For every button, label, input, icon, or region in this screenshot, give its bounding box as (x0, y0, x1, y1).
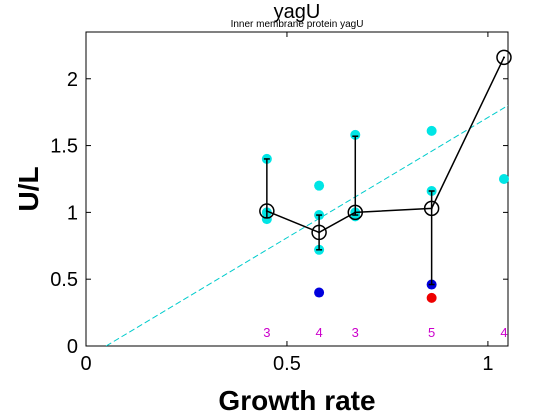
count-label: 4 (500, 325, 507, 340)
trend-layer (105, 105, 508, 346)
y-axis-label: U/L (13, 166, 44, 211)
count-label: 4 (315, 325, 322, 340)
points-layer (261, 125, 509, 303)
count-layer: 3 4 3 5 4 (263, 325, 507, 340)
outliers-blue-point (314, 287, 325, 298)
replicates-point (498, 173, 509, 184)
chart-subtitle: Inner membrane protein yagU (231, 19, 364, 30)
y-tick-label: 1.5 (50, 136, 78, 158)
median-line (266, 57, 505, 234)
replicates-point (426, 125, 437, 136)
median-marker (496, 49, 512, 66)
x-axis-label: Growth rate (218, 385, 375, 416)
x-tick-label: 0 (80, 353, 91, 375)
replicates-point (314, 180, 325, 191)
count-label: 3 (263, 325, 270, 340)
plot-frame (85, 31, 509, 347)
y-tick-label: 1 (67, 202, 78, 224)
x-tick-label: 0.5 (273, 353, 301, 375)
median-marker (311, 224, 327, 241)
median-marker (423, 200, 440, 217)
outliers-red-point (426, 292, 437, 303)
y-tick-label: 2 (67, 69, 78, 91)
chart-title: yagU (274, 1, 321, 23)
median-layer (259, 49, 512, 286)
x-tick-label: 1 (482, 353, 493, 375)
tick-layer: 0 0.5 1 0 0.5 1 1.5 2 (50, 32, 508, 375)
count-label: 5 (428, 325, 435, 340)
plot-area: 0 0.5 1 0 0.5 1 1.5 2 3 4 3 5 4 (50, 31, 512, 375)
replicates-point (350, 129, 361, 140)
y-tick-label: 0.5 (50, 269, 78, 291)
y-tick-label: 0 (67, 336, 78, 358)
trend-line (105, 105, 508, 346)
median-marker (259, 203, 275, 219)
replicates-point (261, 214, 272, 225)
median-marker (347, 204, 364, 221)
count-label: 3 (352, 325, 359, 340)
